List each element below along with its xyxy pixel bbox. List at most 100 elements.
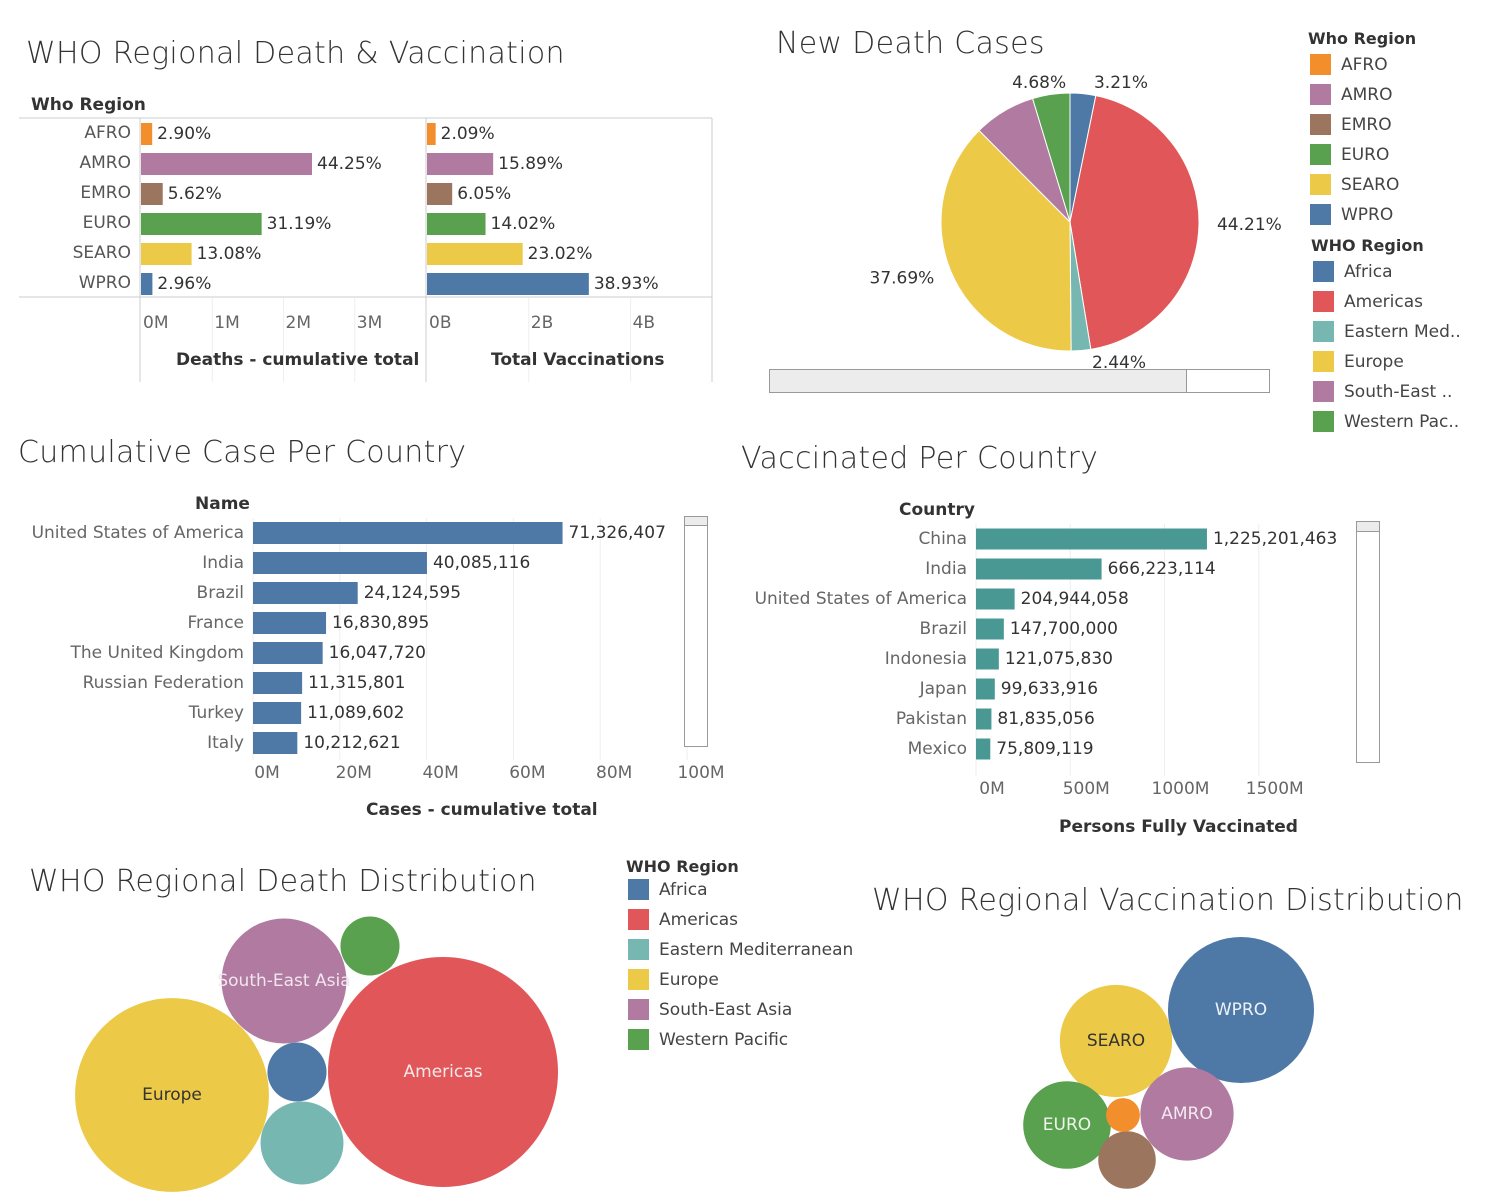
legend-label: Europe bbox=[659, 969, 719, 990]
legend-swatch bbox=[628, 969, 649, 990]
bar-value-label: 2.90% bbox=[157, 124, 211, 144]
x-tick-label: 80M bbox=[596, 763, 632, 783]
pie-horizontal-scrollbar[interactable] bbox=[769, 369, 1270, 393]
bubble-africa bbox=[267, 1042, 327, 1102]
legend-item-region-full-south-east-asia[interactable]: South-East Asia bbox=[628, 999, 792, 1020]
legend-label: Africa bbox=[1344, 261, 1393, 282]
legend-item-code-searo[interactable]: SEARO bbox=[1310, 174, 1399, 195]
legend-item-region-full-eastern-mediterranean[interactable]: Eastern Mediterranean bbox=[628, 939, 853, 960]
legend-swatch bbox=[1313, 291, 1334, 312]
legend-label: Western Pac.. bbox=[1344, 411, 1460, 432]
legend-item-region-full-europe[interactable]: Europe bbox=[628, 969, 719, 990]
bar-united-states-of-america bbox=[976, 588, 1015, 610]
x-tick-label: 0M bbox=[979, 779, 1004, 799]
bubble-label: South-East Asia bbox=[217, 971, 350, 991]
legend-item-region-eastern-med[interactable]: Eastern Med.. bbox=[1313, 321, 1461, 342]
row-label-searo: SEARO bbox=[73, 243, 131, 263]
bar-searo bbox=[427, 243, 523, 265]
legend-label: Eastern Med.. bbox=[1344, 321, 1461, 342]
legend-swatch bbox=[1313, 261, 1334, 282]
legend-item-code-wpro[interactable]: WPRO bbox=[1310, 204, 1393, 225]
bubble-euro bbox=[1023, 1081, 1111, 1169]
legend-label: South-East Asia bbox=[659, 999, 793, 1020]
pie-slice-label: 44.21% bbox=[1217, 215, 1282, 235]
bubble-europe bbox=[75, 998, 269, 1192]
bar-italy bbox=[253, 732, 298, 754]
bar-value-label: 204,944,058 bbox=[1021, 589, 1129, 609]
bar-value-label: 38.93% bbox=[594, 274, 659, 294]
legend-item-region-south-east[interactable]: South-East .. bbox=[1313, 381, 1452, 402]
bar-brazil bbox=[253, 582, 358, 604]
legend-item-region-full-western-pacific[interactable]: Western Pacific bbox=[628, 1029, 788, 1050]
legend-label: Western Pacific bbox=[659, 1029, 789, 1050]
legend-item-region-europe[interactable]: Europe bbox=[1313, 351, 1404, 372]
legend-item-region-full-americas[interactable]: Americas bbox=[628, 909, 738, 930]
x-axis-title-vaccinations: Total Vaccinations bbox=[491, 350, 665, 370]
legend-label: Americas bbox=[1344, 291, 1423, 312]
bar-china bbox=[976, 528, 1207, 550]
bubble-label: AMRO bbox=[1161, 1104, 1213, 1124]
legend-title-who-region-full: WHO Region bbox=[626, 857, 739, 876]
legend-item-region-africa[interactable]: Africa bbox=[1313, 261, 1393, 282]
bar-value-label: 99,633,916 bbox=[1001, 679, 1098, 699]
legend-item-region-western-pac[interactable]: Western Pac.. bbox=[1313, 411, 1459, 432]
legend-item-code-euro[interactable]: EURO bbox=[1310, 144, 1389, 165]
legend-title-who-region-short: WHO Region bbox=[1311, 236, 1424, 255]
legend-item-region-full-africa[interactable]: Africa bbox=[628, 879, 708, 900]
bar-value-label: 23.02% bbox=[528, 244, 593, 264]
scrollbar-thumb[interactable] bbox=[1357, 522, 1379, 532]
x-tick-label: 0M bbox=[143, 313, 168, 333]
bubble-amro bbox=[1140, 1067, 1234, 1161]
bar-euro bbox=[427, 213, 486, 235]
x-tick-label: 20M bbox=[336, 763, 372, 783]
x-tick-label: 4B bbox=[633, 313, 655, 333]
row-label-china: China bbox=[918, 529, 967, 549]
row-label-brazil: Brazil bbox=[197, 583, 244, 603]
x-tick-label: 500M bbox=[1063, 779, 1110, 799]
bubble-label: WPRO bbox=[1215, 1000, 1267, 1020]
row-label-italy: Italy bbox=[207, 733, 244, 753]
bar-afro bbox=[141, 123, 153, 145]
x-tick-label: 1M bbox=[214, 313, 239, 333]
scrollbar-thumb[interactable] bbox=[685, 517, 707, 526]
bar-india bbox=[253, 552, 427, 574]
row-label-india: India bbox=[202, 553, 244, 573]
pie-slice-western-pac bbox=[1031, 92, 1071, 223]
bar-value-label: 14.02% bbox=[491, 214, 556, 234]
row-field-label-vaccinated: Country bbox=[899, 500, 975, 520]
pie-slice-label: 4.68% bbox=[1012, 73, 1066, 93]
vaccinated-vertical-scrollbar[interactable] bbox=[1356, 521, 1380, 763]
pie-slice-label: 2.44% bbox=[1092, 353, 1146, 373]
legend-item-code-amro[interactable]: AMRO bbox=[1310, 84, 1393, 105]
row-label-amro: AMRO bbox=[80, 153, 132, 173]
bar-amro bbox=[141, 153, 312, 175]
bar-value-label: 15.89% bbox=[498, 154, 563, 174]
x-tick-label: 100M bbox=[677, 763, 724, 783]
cases-vertical-scrollbar[interactable] bbox=[684, 516, 708, 747]
legend-swatch bbox=[1313, 321, 1334, 342]
legend-item-region-americas[interactable]: Americas bbox=[1313, 291, 1423, 312]
legend-item-code-afro[interactable]: AFRO bbox=[1310, 54, 1388, 75]
row-label-india: India bbox=[925, 559, 967, 579]
x-axis-title-deaths: Deaths - cumulative total bbox=[176, 350, 420, 370]
legend-swatch bbox=[1313, 381, 1334, 402]
bubble-label: Americas bbox=[404, 1062, 483, 1082]
legend-swatch bbox=[1310, 144, 1331, 165]
bar-value-label: 2.09% bbox=[441, 124, 495, 144]
bubble-wpro bbox=[1168, 937, 1314, 1083]
x-tick-label: 0M bbox=[254, 763, 279, 783]
bar-value-label: 81,835,056 bbox=[997, 709, 1094, 729]
x-tick-label: 60M bbox=[509, 763, 545, 783]
pie-slice-americas bbox=[1069, 95, 1200, 350]
row-label-emro: EMRO bbox=[80, 183, 131, 203]
row-label-turkey: Turkey bbox=[188, 703, 244, 723]
row-label-the-united-kingdom: The United Kingdom bbox=[70, 643, 244, 663]
row-label-afro: AFRO bbox=[84, 123, 131, 143]
bar-value-label: 11,315,801 bbox=[308, 673, 405, 693]
legend-swatch bbox=[1313, 351, 1334, 372]
scrollbar-thumb[interactable] bbox=[770, 370, 1187, 392]
row-label-united-states-of-america: United States of America bbox=[755, 589, 967, 609]
legend-item-code-emro[interactable]: EMRO bbox=[1310, 114, 1392, 135]
row-label-wpro: WPRO bbox=[79, 273, 131, 293]
